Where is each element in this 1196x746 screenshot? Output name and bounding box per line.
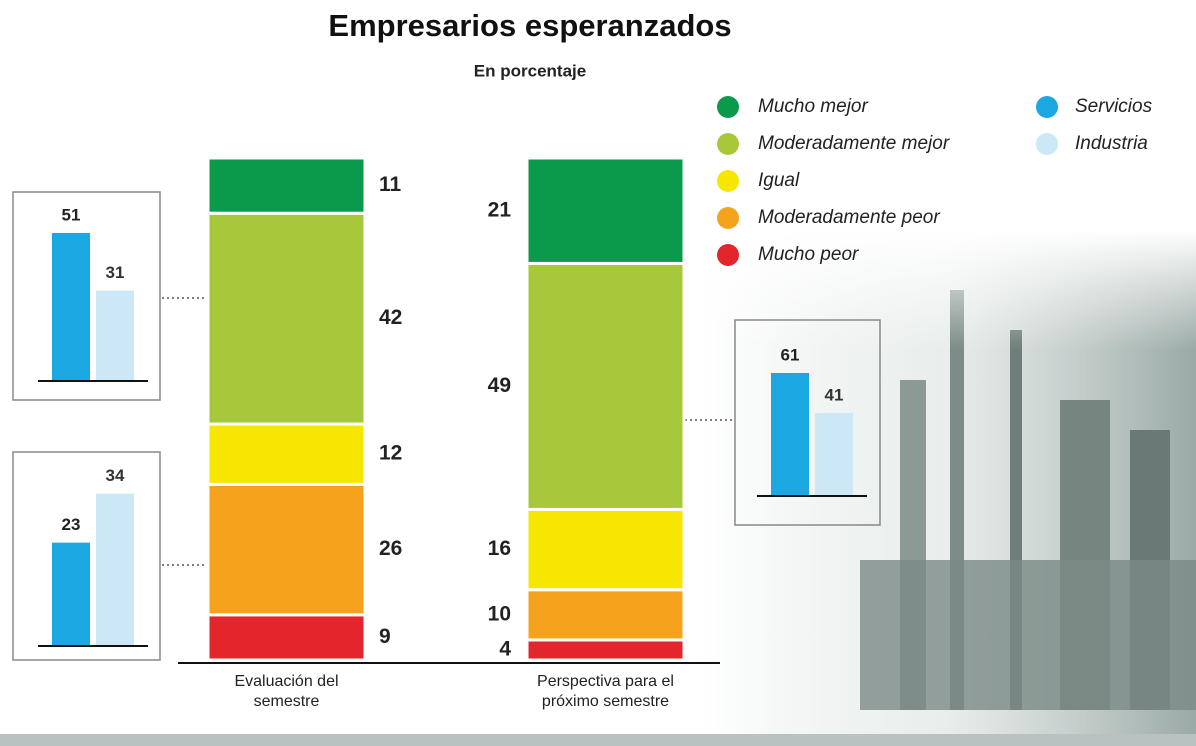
- bar-segment: [525, 588, 686, 642]
- legend-label: Moderadamente mejor: [758, 133, 950, 154]
- bar-segment: [525, 156, 686, 265]
- legend-swatch: [1036, 133, 1058, 155]
- value-label: 11: [379, 173, 402, 196]
- bar-segment: [206, 482, 367, 617]
- x-tick-label: Evaluación del semestre: [234, 673, 339, 710]
- legend-swatch: [717, 133, 739, 155]
- bar: [96, 493, 134, 645]
- value-label: 23: [62, 515, 81, 534]
- legend-swatch: [717, 207, 739, 229]
- value-label: 21: [488, 198, 512, 221]
- value-label: 31: [106, 263, 125, 282]
- chart-subtitle: En porcentaje: [474, 61, 586, 80]
- background-photo: [0, 230, 1196, 746]
- chart-title: Empresarios esperanzados: [328, 8, 731, 43]
- value-label: 16: [488, 537, 511, 560]
- legend-swatch: [717, 170, 739, 192]
- bar-segment: [206, 156, 367, 215]
- value-label: 34: [106, 466, 125, 485]
- inset-frame: [734, 319, 881, 526]
- value-label: 10: [488, 602, 511, 625]
- bar: [52, 232, 90, 380]
- value-label: 4: [499, 638, 511, 661]
- bar: [815, 413, 853, 495]
- bar-segment: [206, 211, 367, 426]
- bar-segment: [525, 638, 686, 662]
- bar-segment: [525, 261, 686, 511]
- value-label: 61: [781, 345, 800, 364]
- legend-swatch: [1036, 96, 1058, 118]
- value-label: 49: [488, 374, 511, 397]
- value-label: 26: [379, 537, 402, 560]
- inset-frame: [12, 451, 161, 661]
- value-label: 41: [825, 385, 844, 404]
- connectors: [162, 297, 735, 566]
- bar-segment: [206, 613, 367, 662]
- x-tick-label: Perspectiva para el próximo semestre: [537, 673, 674, 710]
- legend-swatch: [717, 96, 739, 118]
- bar-segment: [525, 507, 686, 592]
- bar: [771, 373, 809, 495]
- value-label: 42: [379, 306, 402, 329]
- legend-swatch: [717, 244, 739, 266]
- legend-label: Moderadamente peor: [758, 207, 940, 228]
- value-label: 51: [62, 205, 81, 224]
- legend-label: Servicios: [1075, 96, 1153, 117]
- inset-frame: [12, 191, 161, 401]
- value-label: 9: [379, 625, 391, 648]
- bar-segment: [206, 422, 367, 486]
- bar: [52, 542, 90, 645]
- legend-label: Mucho peor: [758, 244, 859, 265]
- bar: [96, 290, 134, 380]
- value-label: 12: [379, 442, 402, 465]
- legend-label: Industria: [1075, 133, 1148, 154]
- legend-label: Mucho mejor: [758, 96, 868, 117]
- legend-label: Igual: [758, 170, 800, 191]
